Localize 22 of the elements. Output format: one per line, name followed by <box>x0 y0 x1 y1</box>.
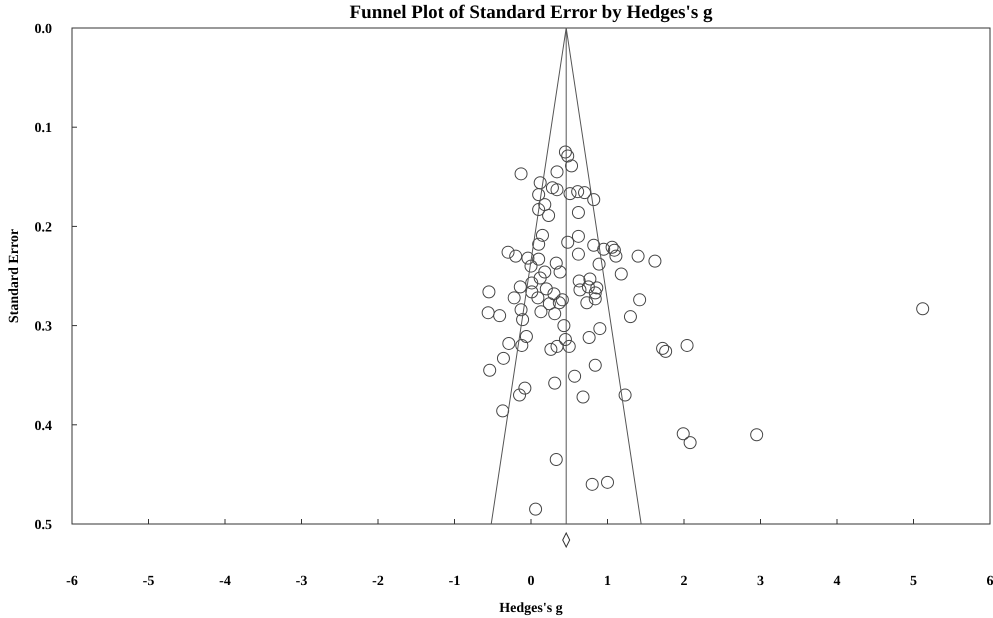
x-tick-label: -1 <box>448 574 460 589</box>
x-tick-label: -4 <box>219 574 231 589</box>
chart-title: Funnel Plot of Standard Error by Hedges's g <box>350 2 713 23</box>
x-tick-label: 1 <box>604 574 611 589</box>
x-tick-label: 0 <box>528 574 534 589</box>
y-tick-label: 0.4 <box>34 418 52 434</box>
x-tick-label: -6 <box>66 574 78 589</box>
x-tick-label: 4 <box>834 574 840 589</box>
y-tick-label: 0.1 <box>34 121 52 136</box>
y-tick-label: 0.2 <box>34 220 52 236</box>
x-tick-label: 3 <box>757 574 764 589</box>
y-tick-label: 0.3 <box>34 320 52 335</box>
y-axis-title: Standard Error <box>7 228 22 324</box>
x-tick-label: 5 <box>910 574 917 589</box>
x-tick-label: -2 <box>372 574 384 589</box>
y-tick-label: 0.5 <box>34 518 52 533</box>
x-tick-label: 6 <box>986 574 993 589</box>
x-axis-title: Hedges's g <box>499 601 563 616</box>
x-tick-label: -3 <box>296 574 308 589</box>
x-tick-label: -5 <box>142 574 154 589</box>
y-tick-label: 0.0 <box>34 22 52 37</box>
x-tick-label: 2 <box>680 574 688 589</box>
